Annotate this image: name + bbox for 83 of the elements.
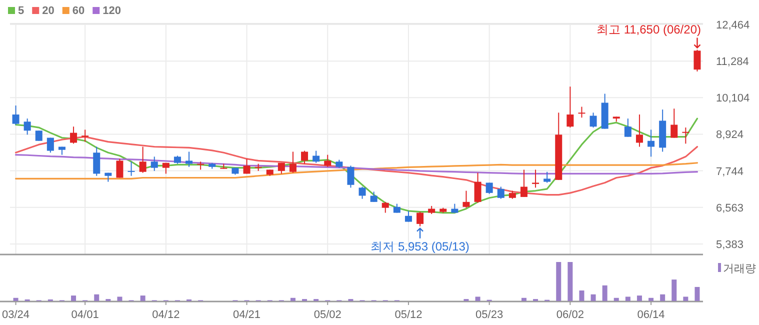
- category-label: 04/12: [152, 309, 180, 321]
- candlestick: [636, 114, 643, 148]
- candlestick: [578, 106, 586, 118]
- candlestick: [12, 105, 20, 126]
- bar: [521, 298, 526, 301]
- candlestick: [358, 186, 366, 200]
- y-tick-label: 6,563: [716, 202, 744, 214]
- bar: [648, 298, 654, 301]
- y-tick-label: 7,744: [716, 166, 744, 178]
- category-label: 05/23: [476, 309, 504, 321]
- candlestick: [532, 169, 540, 188]
- candlestick: [324, 154, 332, 168]
- bar: [568, 262, 573, 301]
- bar: [636, 296, 642, 301]
- bar: [625, 296, 630, 301]
- bar: [475, 296, 480, 301]
- candlestick: [520, 169, 528, 198]
- bar: [140, 296, 146, 301]
- bar: [694, 286, 700, 301]
- legend: 거래량: [718, 263, 756, 275]
- candlestick: [497, 186, 504, 200]
- category-label: 05/02: [314, 309, 342, 321]
- bar: [13, 298, 18, 301]
- candlestick: [486, 182, 493, 194]
- y-tick-label: 11,284: [716, 56, 749, 68]
- candlestick: [243, 158, 250, 174]
- y-tick-label: 5,383: [716, 238, 744, 251]
- bar: [94, 294, 100, 301]
- y-tick-label: 10,104: [716, 92, 750, 105]
- category-label: 05/12: [394, 309, 422, 321]
- category-label: 06/02: [556, 309, 584, 321]
- candlestick: [128, 161, 135, 176]
- category-label: 03/24: [2, 309, 30, 321]
- candlestick: [93, 146, 100, 176]
- legend-label: 120: [102, 5, 121, 17]
- category-label: 04/01: [71, 309, 99, 321]
- legend-label: 20: [42, 5, 54, 17]
- candlestick: [370, 191, 378, 202]
- legend-label: 60: [72, 5, 85, 17]
- bar: [579, 290, 584, 301]
- candlestick: [648, 129, 655, 158]
- candlestick: [347, 165, 354, 188]
- candlestick: [624, 118, 632, 138]
- candlestick: [70, 126, 78, 144]
- candlestick: [82, 129, 89, 142]
- candlestick: [694, 49, 701, 72]
- candlestick: [474, 172, 482, 204]
- bar: [614, 298, 619, 301]
- bar: [660, 294, 666, 301]
- candlestick: [150, 156, 158, 172]
- bar: [590, 294, 596, 301]
- candlestick: [404, 210, 412, 222]
- annotation: 최저 5,953 (05/13): [370, 239, 470, 254]
- candlestick: [24, 118, 31, 136]
- candlestick: [116, 158, 124, 178]
- bar: [602, 285, 608, 301]
- y-tick-label: 12,464: [716, 19, 750, 32]
- candlestick: [544, 171, 551, 184]
- bar: [672, 280, 677, 301]
- annotation: 최고 11,650 (06/20): [596, 22, 701, 37]
- candlestick: [186, 151, 193, 168]
- candlestick: [289, 151, 296, 174]
- candlestick: [590, 112, 597, 128]
- candlestick: [46, 137, 54, 154]
- candlestick: [416, 211, 424, 227]
- category-label: 04/21: [233, 309, 261, 321]
- bar: [71, 296, 76, 301]
- candlestick: [566, 86, 574, 128]
- bar: [290, 298, 296, 301]
- category-label: 06/14: [637, 309, 665, 321]
- candlestick: [301, 150, 308, 164]
- candlestick: [682, 127, 690, 144]
- candlestick: [670, 108, 678, 138]
- candlestick: [139, 146, 146, 174]
- candlestick: [35, 130, 42, 142]
- candlestick: [312, 150, 320, 164]
- candlestick: [462, 190, 470, 208]
- y-tick-label: 8,924: [716, 129, 744, 142]
- bar: [683, 296, 688, 301]
- bar: [117, 296, 122, 301]
- legend-label: 5: [18, 5, 24, 17]
- bar: [556, 262, 562, 301]
- candlestick: [382, 201, 389, 214]
